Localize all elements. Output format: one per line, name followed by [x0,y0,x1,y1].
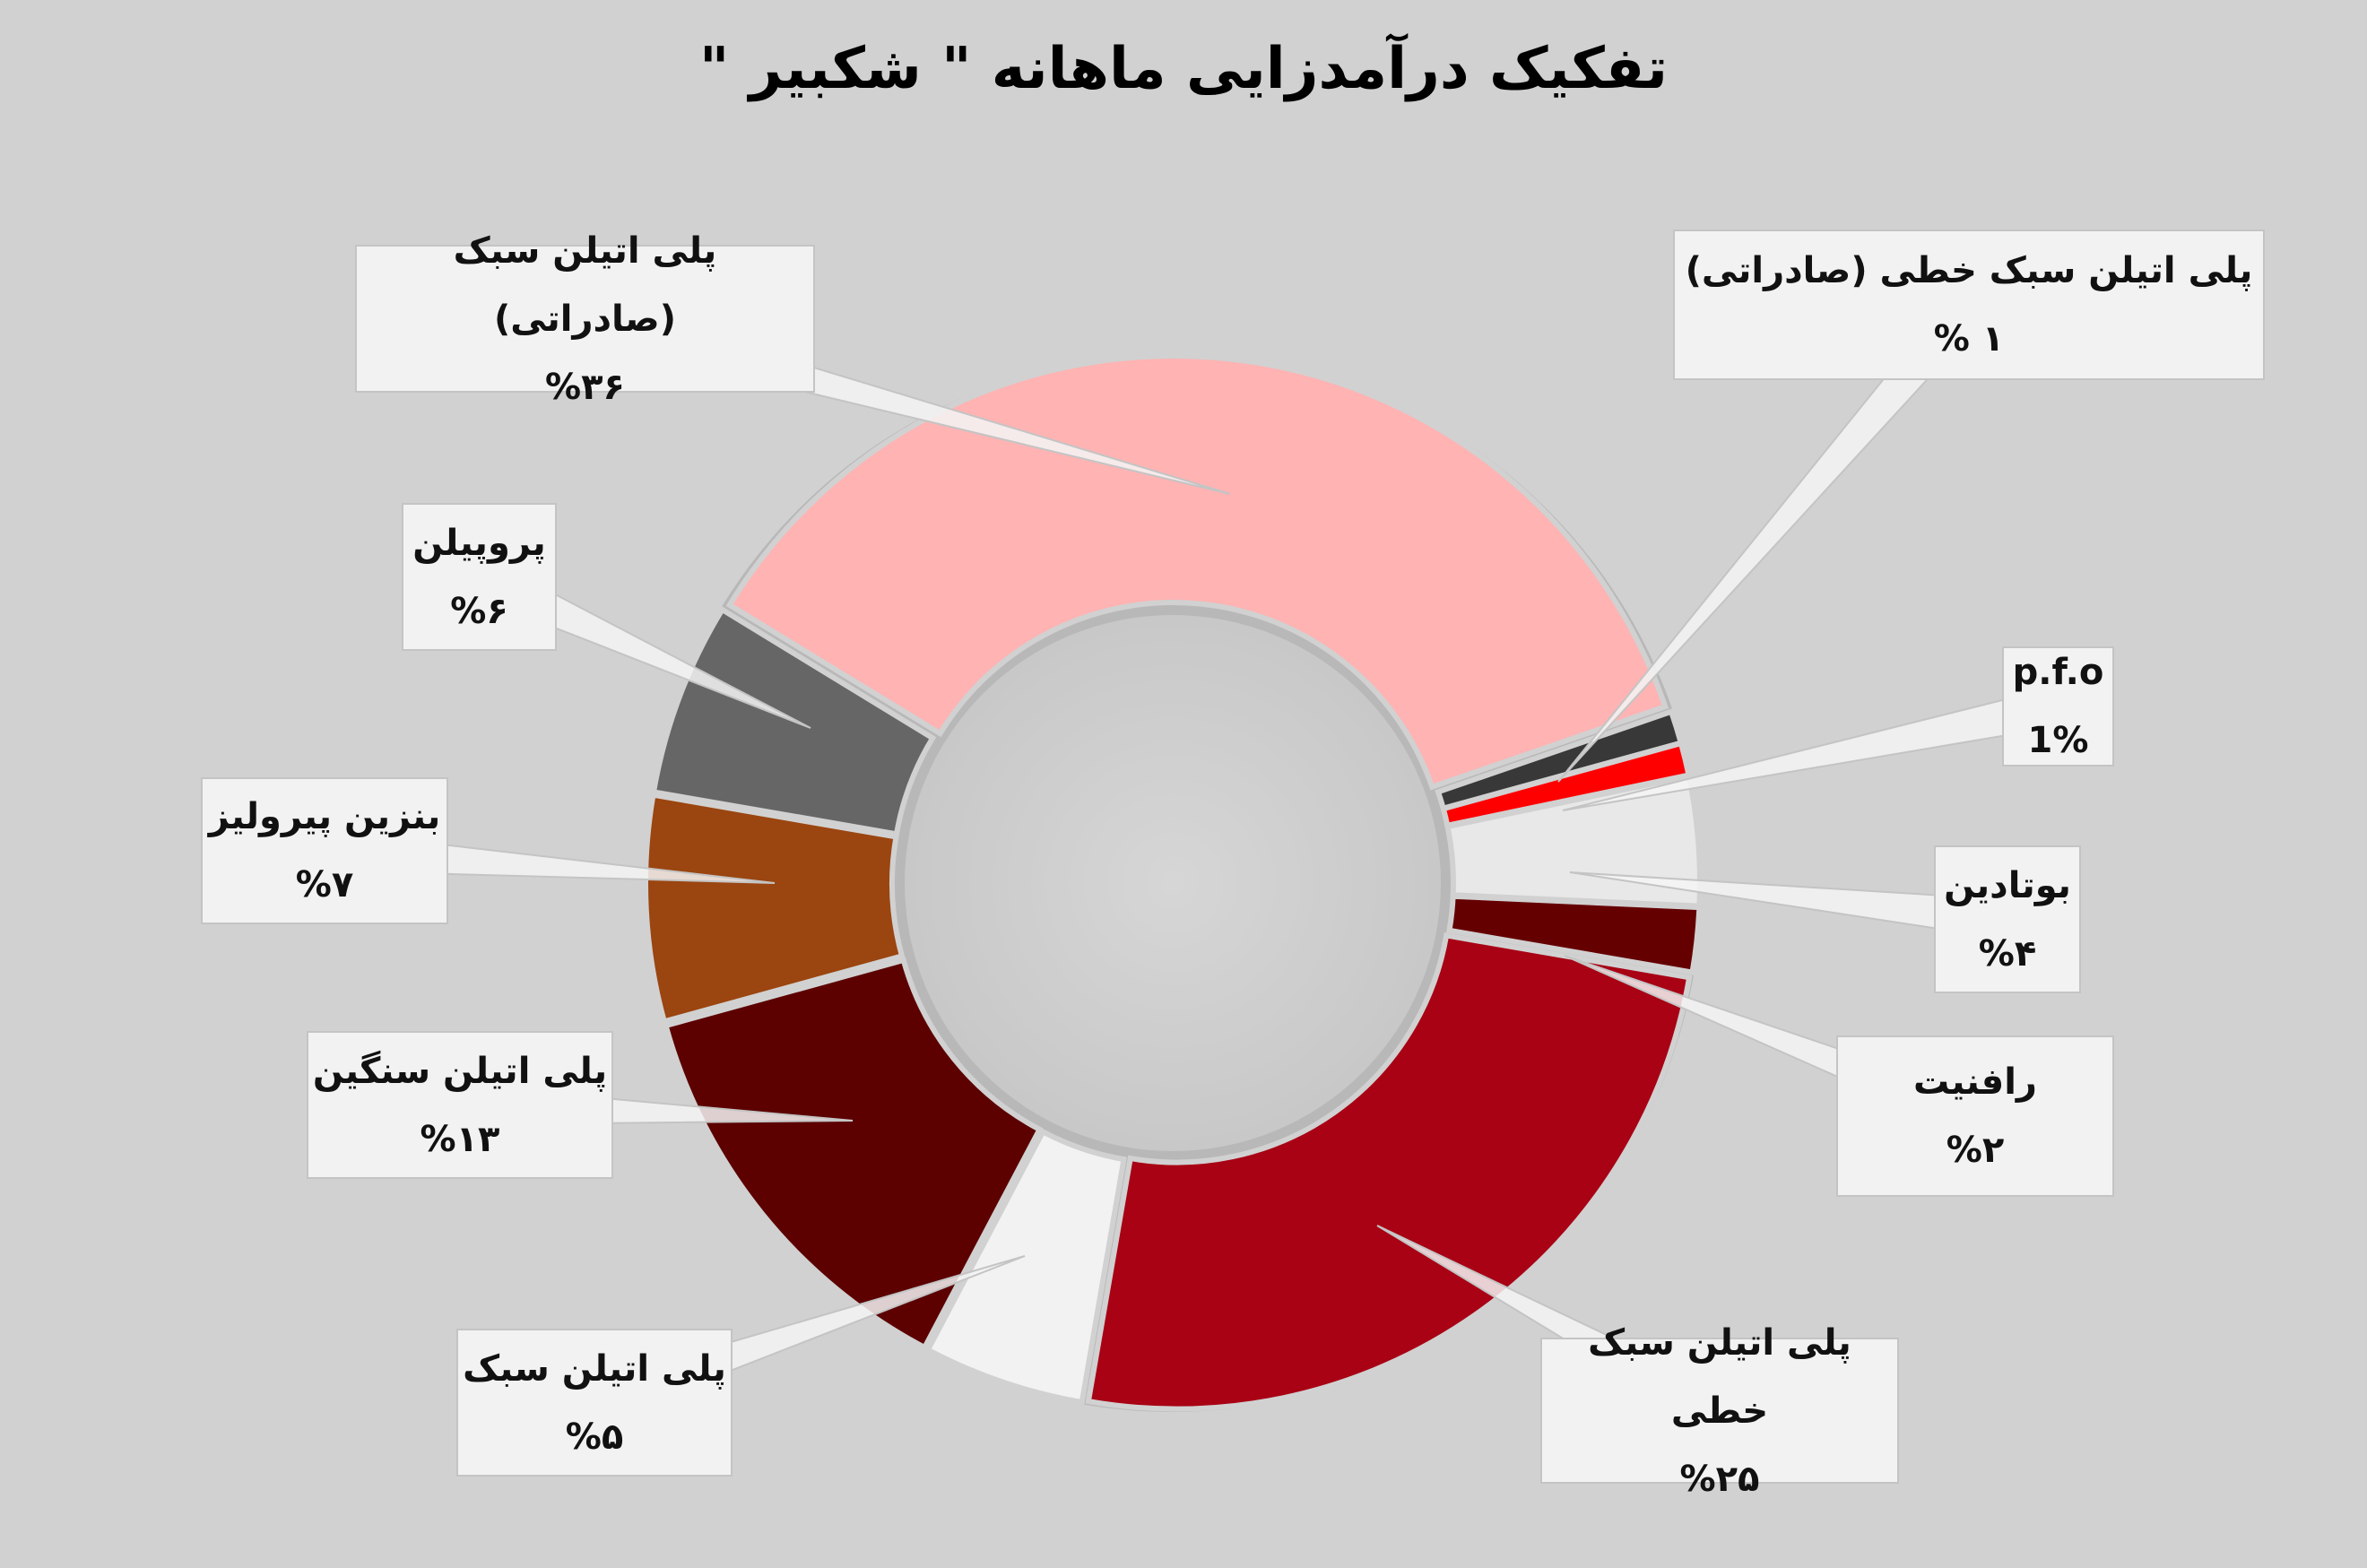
slice-8[interactable] [643,792,906,1026]
data-label-3: بوتادین %۴ [1934,845,2081,993]
data-label-name: p.f.o [2012,652,2104,693]
data-label-value: %۲ [1946,1130,2005,1171]
data-label-6: پلی اتیلن سبک %۵ [456,1329,733,1477]
data-label-value: %۷ [295,864,354,905]
data-label-2: p.f.o 1% [2002,646,2114,767]
data-label-name: بوتادین [1944,864,2071,906]
slice-7[interactable] [662,957,1044,1352]
data-label-name: پلی اتیلن سبک [463,1347,726,1390]
slice-5[interactable] [1085,931,1693,1412]
slice-4[interactable] [1446,893,1703,976]
data-label-value: %۵ [565,1416,624,1458]
data-label-1: پلی اتیلن سبک خطی (صادراتی) % ۱ [1673,230,2265,380]
data-label-value: %۲۵ [1679,1458,1760,1500]
data-label-0: پلی اتیلن سبک (صادراتی) %۳۶ [355,230,815,408]
data-label-value: 1% [2027,720,2089,761]
data-label-value: %۱۳ [420,1118,500,1160]
data-label-8: بنزین پیرولیز %۷ [201,777,448,924]
data-label-name: پلی اتیلن سبک خطی [1588,1321,1851,1432]
chart-title: تفکیک درآمدزایی ماهانه " شکبیر " [699,36,1668,102]
data-label-value: %۴ [1978,932,2037,975]
data-label-name: پلی اتیلن سبک خطی (صادراتی) [1685,250,2253,291]
slice-6[interactable] [923,1128,1127,1406]
data-label-7: پلی اتیلن سنگین %۱۳ [307,1031,613,1179]
data-label-name: پلی اتیلن سنگین [312,1050,608,1092]
data-label-value: %۶ [450,590,508,632]
data-label-name: پروپیلن [412,522,546,564]
data-label-4: رافنیت %۲ [1836,1035,2114,1197]
data-label-value: % ۱ [1933,318,2005,360]
data-label-value: %۳۶ [545,366,625,408]
data-label-5: پلی اتیلن سبک خطی %۲۵ [1540,1322,1899,1500]
data-label-name: رافنیت [1913,1061,2037,1103]
slice-0[interactable] [725,353,1669,791]
data-label-name: پلی اتیلن سبک (صادراتی) [453,230,717,340]
data-label-name: بنزین پیرولیز [208,796,441,837]
data-label-9: پروپیلن %۶ [402,503,557,651]
donut-hole [905,615,1441,1151]
